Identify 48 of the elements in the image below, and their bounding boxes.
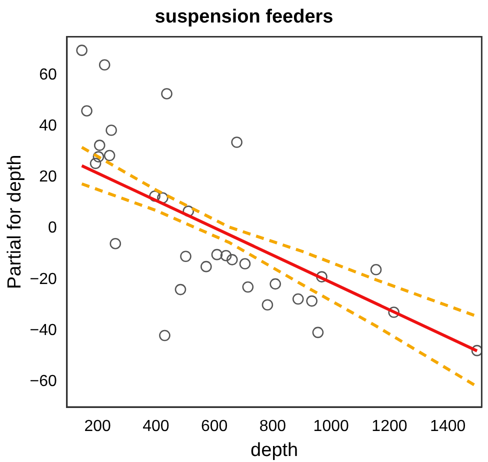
point	[316, 271, 328, 282]
x-tick-label: 1400	[430, 418, 466, 436]
point	[231, 136, 242, 148]
point	[312, 326, 324, 338]
x-tick-label: 400	[142, 418, 170, 436]
point	[98, 59, 110, 71]
point	[239, 258, 251, 270]
point	[292, 293, 304, 305]
point	[174, 284, 186, 296]
point	[471, 344, 482, 356]
y-axis-title: Partial for depth	[4, 154, 26, 289]
point	[226, 254, 238, 266]
point	[242, 281, 254, 293]
chart-title: suspension feeders	[154, 6, 334, 28]
x-tick-label: 1000	[313, 418, 349, 436]
x-tick-label: 800	[259, 418, 286, 436]
point	[104, 150, 116, 162]
y-tick-label: −20	[30, 270, 58, 288]
x-axis-title: depth	[250, 440, 298, 461]
y-tick-label: 0	[48, 220, 58, 237]
y-tick-label: −40	[30, 322, 58, 339]
point	[161, 88, 172, 100]
y-tick-label: 20	[39, 168, 58, 186]
y-tick-label: 60	[39, 66, 58, 84]
point	[157, 192, 168, 204]
point	[220, 250, 232, 262]
point	[94, 140, 106, 151]
point	[200, 260, 212, 272]
point	[90, 158, 102, 170]
point	[262, 299, 274, 311]
point	[270, 278, 281, 290]
point	[211, 248, 223, 260]
point	[388, 306, 400, 318]
point	[306, 295, 318, 307]
point	[149, 190, 160, 202]
point	[159, 330, 170, 342]
point	[92, 151, 104, 162]
point	[180, 250, 192, 262]
y-tick-label: 40	[39, 118, 58, 135]
point	[76, 44, 88, 56]
x-tick-label: 200	[84, 418, 112, 436]
y-tick-label: −60	[30, 372, 58, 390]
point	[110, 238, 122, 250]
x-tick-label: 1200	[372, 418, 408, 436]
point	[370, 264, 382, 276]
x-tick-label: 600	[200, 418, 228, 436]
point	[81, 105, 92, 116]
point	[106, 124, 117, 136]
